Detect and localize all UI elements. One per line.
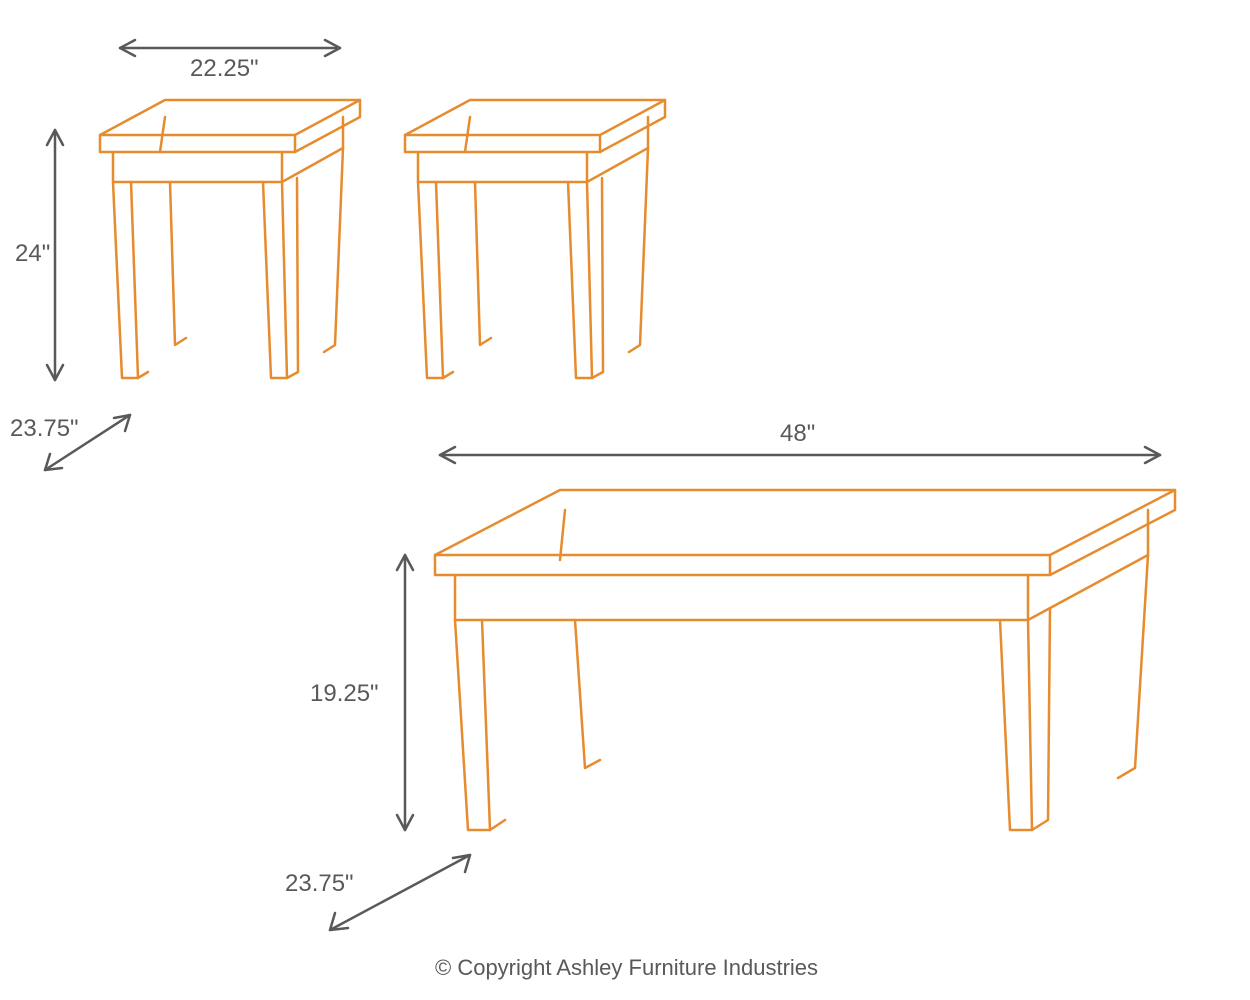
dim-coffee-height: 19.25" [310,680,379,708]
copyright-text: © Copyright Ashley Furniture Industries [435,955,818,981]
dim-end-width: 22.25" [190,55,259,83]
dim-end-height: 24" [15,240,50,268]
end-table-2 [405,100,665,378]
dim-coffee-width: 48" [780,420,815,448]
end-table-1 [100,100,360,378]
coffee-table [435,490,1175,830]
dim-end-depth: 23.75" [10,415,79,443]
diagram-svg [0,0,1250,1000]
dim-coffee-depth: 23.75" [285,870,354,898]
dimension-diagram: 22.25" 24" 23.75" 48" 19.25" 23.75" © Co… [0,0,1250,1000]
